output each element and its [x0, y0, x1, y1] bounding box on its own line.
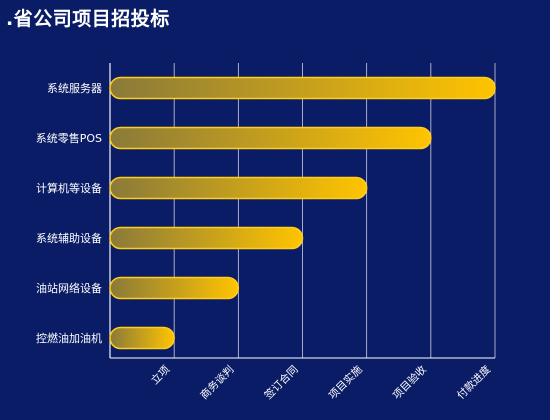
- x-tick-label: 项目验收: [390, 363, 429, 402]
- bar: [109, 176, 368, 200]
- bar: [109, 276, 240, 300]
- gridlines: [109, 63, 496, 359]
- category-label: 系统零售POS: [36, 131, 102, 145]
- bars: [109, 76, 496, 350]
- category-label: 油站网络设备: [36, 281, 102, 295]
- x-tick-label: 项目实施: [326, 363, 365, 402]
- bar: [109, 326, 175, 350]
- category-label: 系统辅助设备: [36, 231, 102, 245]
- category-label: 计算机等设备: [36, 181, 102, 195]
- x-tick-label: 付款进度: [454, 363, 493, 402]
- bar: [109, 76, 496, 100]
- bar: [109, 226, 304, 250]
- chart-title: .省公司项目招投标: [6, 8, 170, 30]
- x-tick-label: 立项: [148, 363, 172, 387]
- category-label: 控燃油加油机: [36, 331, 102, 345]
- category-label: 系统服务器: [47, 82, 102, 95]
- x-tick-labels: 立项 商务谈判 签订合同 项目实施 项目验收 付款进度: [148, 363, 493, 402]
- x-tick-label: 商务谈判: [198, 363, 237, 402]
- x-tick-label: 签订合同: [262, 363, 301, 402]
- bar: [109, 126, 432, 150]
